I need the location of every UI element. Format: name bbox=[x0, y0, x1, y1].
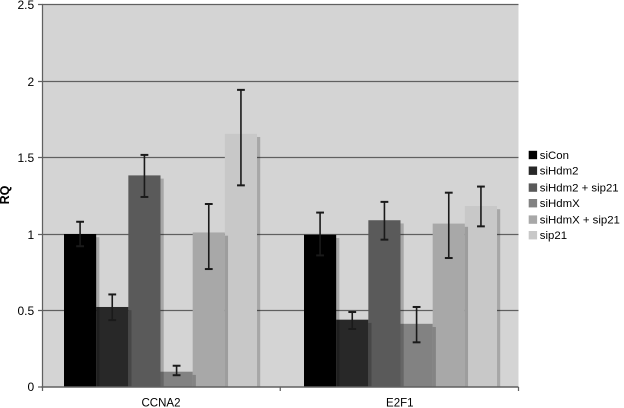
svg-text:1.5: 1.5 bbox=[18, 151, 35, 165]
svg-text:siHdm2: siHdm2 bbox=[540, 166, 579, 178]
svg-text:E2F1: E2F1 bbox=[386, 397, 414, 408]
svg-text:0.5: 0.5 bbox=[18, 304, 35, 318]
svg-text:CCNA2: CCNA2 bbox=[142, 397, 181, 408]
svg-text:siCon: siCon bbox=[540, 150, 569, 162]
svg-text:siHdm2 + sip21: siHdm2 + sip21 bbox=[540, 183, 619, 195]
svg-text:0: 0 bbox=[28, 380, 35, 394]
svg-text:siHdmX + sip21: siHdmX + sip21 bbox=[540, 215, 620, 227]
svg-text:2.5: 2.5 bbox=[18, 0, 35, 12]
svg-text:RQ: RQ bbox=[0, 185, 12, 204]
svg-text:sip21: sip21 bbox=[540, 230, 567, 242]
svg-text:2: 2 bbox=[28, 75, 35, 89]
svg-text:siHdmX: siHdmX bbox=[540, 198, 580, 210]
svg-text:1: 1 bbox=[28, 228, 35, 242]
